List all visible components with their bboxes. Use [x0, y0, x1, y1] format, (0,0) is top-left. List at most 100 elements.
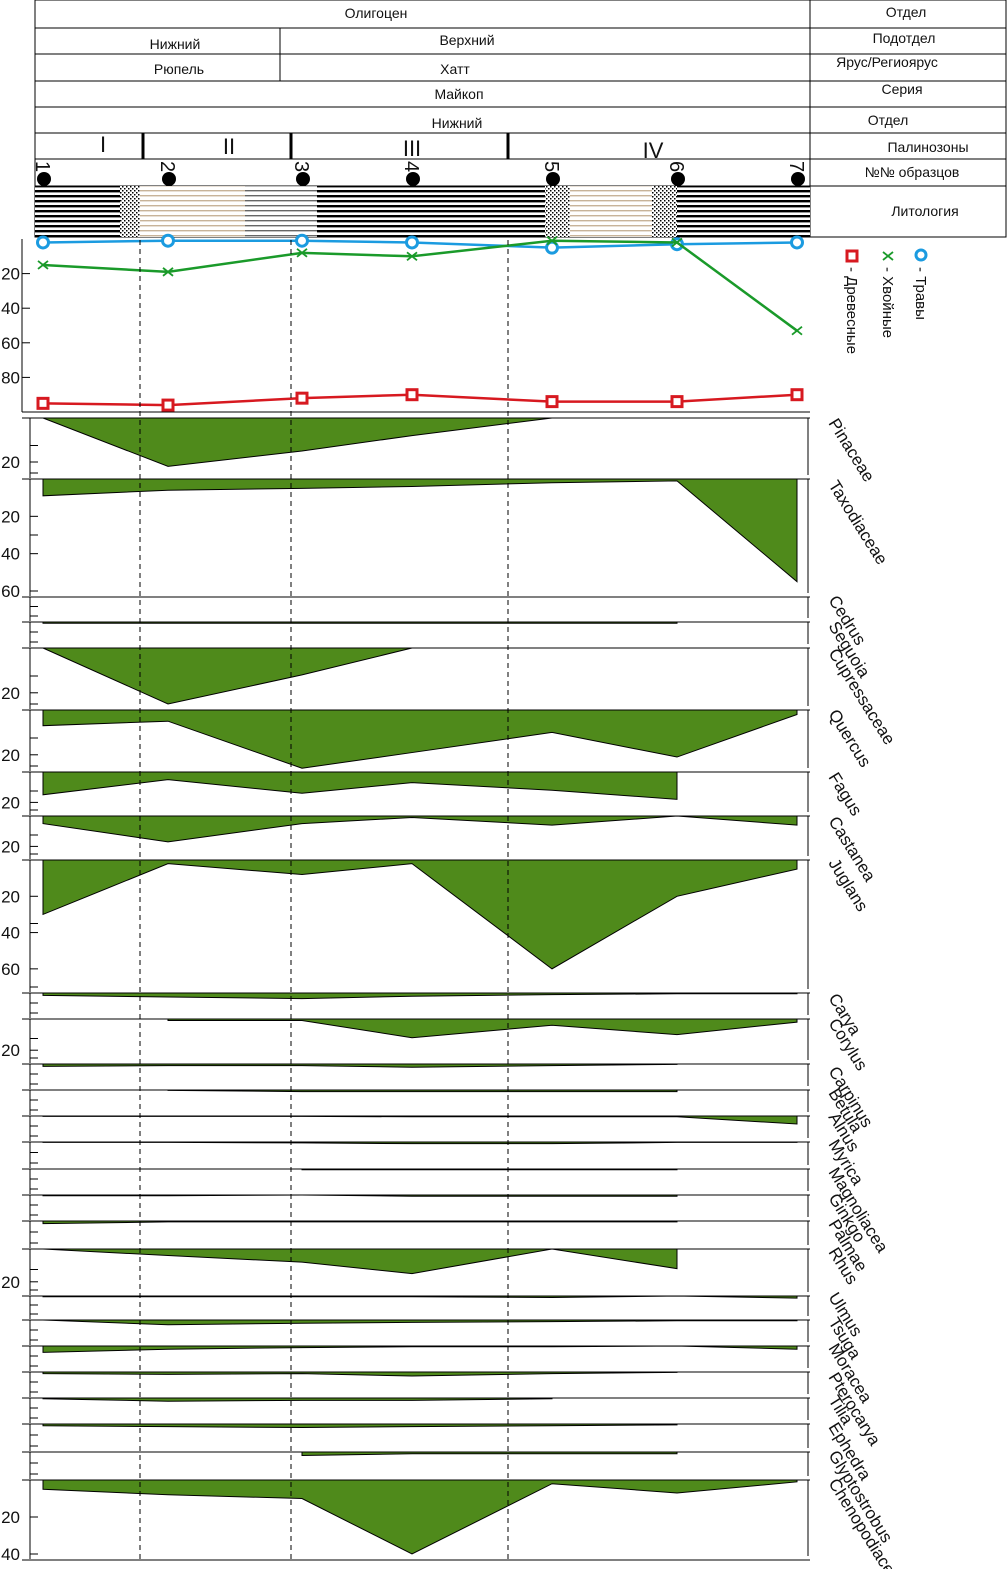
header-otdel2-label: Отдел — [868, 112, 909, 128]
taxon-panel: 20 Quercus — [1, 706, 875, 771]
marker-square — [545, 395, 559, 409]
marker-square — [405, 388, 419, 402]
taxon-area — [42, 647, 797, 705]
sample-number: 7 — [785, 161, 807, 172]
header-palynozone-label: Палинозоны — [887, 139, 968, 155]
marker-circle — [36, 235, 50, 250]
marker-x — [791, 325, 803, 336]
taxon-panel: Ulmus — [22, 1289, 866, 1340]
lithology-sand — [652, 186, 677, 237]
summary-series-line — [42, 239, 798, 332]
sample-dot — [37, 172, 51, 186]
summary-tick-label: 20 — [1, 265, 20, 284]
lithology-clay — [677, 186, 810, 237]
taxon-area — [167, 1089, 678, 1093]
legend: - Древесные - Хвойные - Травы — [843, 248, 929, 354]
header-maikop: Майкоп — [434, 86, 483, 102]
taxon-panel: Pterocarya — [22, 1369, 885, 1449]
lithology-silt-grey — [245, 186, 317, 237]
sample-dot — [671, 172, 685, 186]
taxon-panel: 20 Rhus — [1, 1244, 862, 1295]
palynozone-III: III — [403, 136, 421, 161]
lithology-clay — [317, 186, 545, 237]
legend-marker-x — [882, 251, 894, 261]
sample-number: 2 — [156, 161, 178, 172]
taxon-tick-label: 40 — [1, 1545, 20, 1564]
taxon-panel: 20 Fagus — [1, 769, 866, 819]
summary-tick-label: 60 — [1, 334, 20, 353]
marker-circle — [545, 240, 559, 255]
taxon-area — [301, 1451, 678, 1457]
taxon-label: Fagus — [825, 769, 866, 819]
taxon-area — [42, 621, 678, 624]
header-lithology-label: Литология — [891, 203, 958, 219]
taxon-panel: Myrica — [22, 1136, 868, 1189]
lithology-sand — [120, 186, 140, 237]
sample-number: 4 — [400, 161, 422, 172]
sample-number: 5 — [540, 161, 562, 172]
taxon-tick-label: 20 — [1, 837, 20, 856]
taxon-panel: Betula — [22, 1085, 867, 1136]
sample-markers: 1 2 3 4 5 6 7 — [31, 161, 807, 186]
taxon-area — [42, 1063, 678, 1068]
taxon-tick-label: 20 — [1, 453, 20, 472]
header-lower: Нижний — [432, 115, 483, 131]
taxon-area — [42, 1319, 798, 1326]
taxon-area — [42, 859, 798, 970]
marker-x — [406, 251, 418, 262]
taxon-panel: Ginkgo — [22, 1190, 869, 1246]
marker-x — [546, 236, 558, 246]
marker-square — [295, 391, 309, 405]
header-otdel: Олигоцен — [345, 5, 408, 21]
sample-dot — [791, 172, 805, 186]
summary-plot: 20 40 60 80 — [1, 233, 810, 413]
taxon-tick-label: 60 — [1, 960, 20, 979]
header-lower-subdept: Нижний — [150, 36, 201, 52]
taxon-label: Pinaceae — [825, 415, 879, 485]
lithology-sand — [545, 186, 570, 237]
taxon-tick-label: 20 — [1, 684, 20, 703]
sample-dot — [296, 172, 310, 186]
sample-dot — [406, 172, 420, 186]
lithology-silt — [570, 186, 652, 237]
marker-square — [36, 396, 50, 410]
header-upper-subdept: Верхний — [439, 32, 494, 48]
taxon-tick-label: 20 — [1, 793, 20, 812]
taxon-area — [42, 992, 798, 1000]
header-samples-label: №№ образцов — [865, 164, 960, 180]
header-chatt: Хатт — [440, 61, 470, 77]
marker-square — [670, 395, 684, 409]
taxon-panel: Magnoliacea — [22, 1164, 892, 1256]
taxon-area — [42, 1220, 678, 1225]
taxon-area — [42, 815, 798, 843]
taxon-area — [42, 1115, 798, 1125]
sample-number: 3 — [290, 161, 312, 172]
taxon-area — [42, 478, 798, 583]
zone-dividers — [139, 240, 509, 1560]
palynozone-II: II — [223, 134, 235, 159]
taxon-area — [42, 771, 678, 800]
marker-x — [162, 267, 174, 277]
summary-series-line — [42, 393, 798, 407]
taxon-area — [42, 1295, 798, 1299]
summary-tick-label: 80 — [1, 368, 20, 387]
taxon-tick-label: 60 — [1, 582, 20, 601]
marker-square — [790, 388, 804, 402]
marker-circle — [405, 235, 419, 250]
header-series-label: Серия — [881, 81, 922, 97]
lithology-column — [35, 186, 810, 237]
legend-marker-circle — [914, 248, 928, 262]
marker-circle — [295, 233, 309, 248]
taxa-panels: 20 Pinaceae204060TaxodiaceaeCedrusSeguoia… — [1, 415, 909, 1569]
lithology-silt — [140, 186, 245, 237]
legend-label: - Древесные — [843, 267, 860, 354]
sample-number: 6 — [665, 161, 687, 172]
marker-square — [161, 398, 175, 412]
taxon-area — [42, 1141, 798, 1145]
stratigraphy-header — [34, 0, 1007, 238]
taxon-area — [42, 1423, 678, 1429]
taxon-tick-label: 20 — [1, 1273, 20, 1292]
marker-circle — [790, 235, 804, 250]
